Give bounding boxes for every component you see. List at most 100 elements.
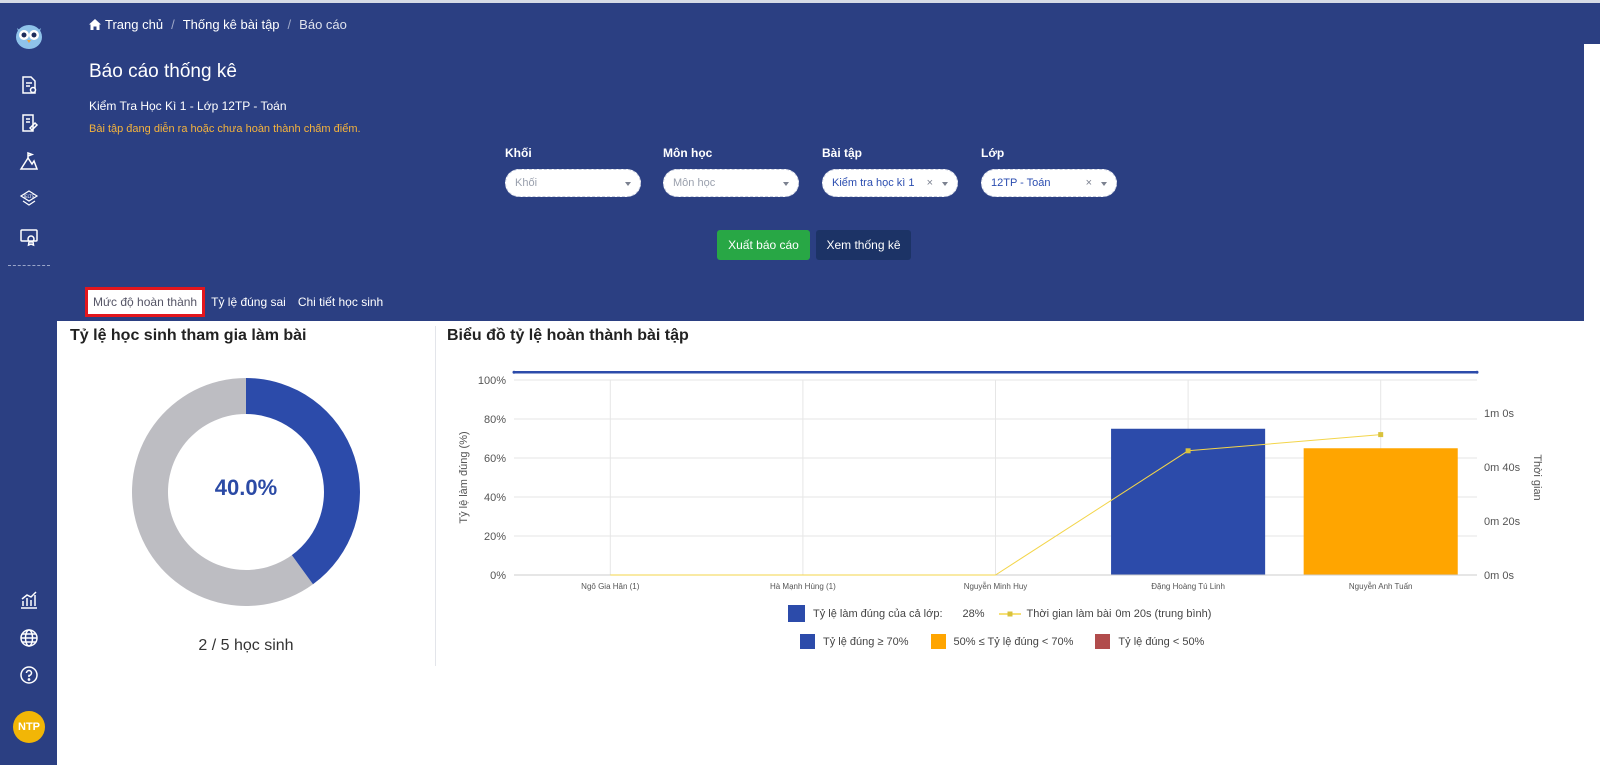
chevron-down-icon	[625, 182, 631, 186]
completion-chart: 0% 20% 40% 60% 80% 100% 0m 0s 0m 20s 0m 40s 1m 0s…	[458, 370, 1543, 591]
class-select-value: 12TP - Toán	[991, 177, 1051, 189]
legend-class-rate-label: Tỷ lệ làm đúng của cả lớp:	[813, 607, 943, 620]
y2-tick-label: 1m 0s	[1484, 408, 1514, 420]
time-point-4	[1185, 448, 1191, 454]
chevron-down-icon	[783, 182, 789, 186]
legend-time-line-icon	[998, 610, 1021, 618]
y-axis-title: Tỷ lệ làm đúng (%)	[458, 431, 470, 523]
legend-mid-label: 50% ≤ Tỷ lệ đúng < 70%	[953, 635, 1074, 648]
donut-slice-completed	[246, 378, 360, 585]
assignment-select[interactable]: Kiểm tra học kì 1 ×	[822, 169, 958, 197]
reference-line-point	[512, 370, 516, 374]
warning-text: Bài tập đang diễn ra hoặc chưa hoàn thàn…	[89, 123, 361, 135]
filter-subject: Môn học Môn học	[663, 146, 799, 197]
chevron-down-icon	[942, 182, 948, 186]
donut-slice-remaining	[132, 378, 314, 606]
breadcrumb-separator: /	[171, 17, 175, 32]
y-tick-label: 0%	[490, 570, 506, 582]
filter-class: Lớp 12TP - Toán ×	[981, 146, 1117, 197]
ielts-icon[interactable]: IELTS	[17, 187, 41, 211]
x-tick-label: Nguyễn Minh Huy	[964, 582, 1028, 591]
svg-text:IELTS: IELTS	[24, 194, 35, 199]
tab-completion[interactable]: Mức độ hoàn thành	[85, 287, 206, 317]
legend-low-label: Tỷ lệ đúng < 50%	[1118, 635, 1205, 648]
breadcrumb-home[interactable]: Trang chủ	[105, 17, 164, 32]
participation-percent: 40.0%	[214, 475, 278, 500]
y-tick-label: 80%	[484, 414, 506, 426]
export-report-button[interactable]: Xuất báo cáo	[717, 230, 810, 260]
y-tick-label: 20%	[484, 531, 506, 543]
y2-tick-label: 0m 20s	[1484, 516, 1521, 528]
class-select[interactable]: 12TP - Toán ×	[981, 169, 1117, 197]
participation-donut-chart	[132, 378, 360, 606]
page-header: Trang chủ / Thống kê bài tập / Báo cáo B…	[57, 3, 1600, 321]
globe-icon[interactable]	[17, 626, 41, 650]
subject-select[interactable]: Môn học	[663, 169, 799, 197]
x-tick-label: Nguyễn Anh Tuấn	[1349, 582, 1413, 591]
sidebar-separator	[8, 265, 50, 266]
legend-row-thresholds: Tỷ lệ đúng ≥ 70% 50% ≤ Tỷ lệ đúng < 70% …	[800, 634, 1226, 649]
breadcrumb-separator: /	[287, 17, 292, 32]
top-border	[0, 0, 1600, 3]
filter-grade-label: Khối	[505, 146, 532, 160]
y2-tick-label: 0m 40s	[1484, 462, 1521, 474]
legend-mid-swatch	[930, 634, 946, 649]
certificate-icon[interactable]	[17, 225, 41, 249]
participation-title: Tỷ lệ học sinh tham gia làm bài	[70, 327, 307, 344]
filter-assignment-label: Bài tập	[822, 146, 863, 160]
mountain-flag-icon[interactable]	[17, 149, 41, 173]
legend-item-low[interactable]: Tỷ lệ đúng < 50%	[1095, 634, 1204, 649]
filter-class-label: Lớp	[981, 146, 1005, 160]
tab-student-detail[interactable]: Chi tiết học sinh	[297, 295, 384, 309]
clear-icon[interactable]: ×	[926, 177, 933, 189]
page-title: Báo cáo thống kê	[89, 61, 237, 82]
report-tabs: Mức độ hoàn thành Tỷ lệ đúng sai Chi tiế…	[85, 287, 389, 317]
y-tick-label: 60%	[484, 453, 506, 465]
breadcrumb-current: Báo cáo	[299, 17, 347, 32]
x-tick-label: Hà Mạnh Hùng (1)	[770, 582, 836, 591]
legend-low-swatch	[1095, 634, 1111, 649]
assignment-check-icon[interactable]	[17, 73, 41, 97]
legend-high-swatch	[800, 634, 815, 649]
time-point-5	[1378, 432, 1384, 438]
legend-item-mid[interactable]: 50% ≤ Tỷ lệ đúng < 70%	[930, 634, 1074, 649]
panel-divider	[435, 326, 436, 666]
sidebar: IELTS NTP	[0, 3, 57, 765]
subject-select-placeholder: Môn học	[673, 177, 716, 189]
time-series-line	[610, 434, 1381, 576]
edit-document-icon[interactable]	[17, 111, 41, 135]
y-tick-label: 100%	[478, 375, 506, 387]
y-tick-label: 40%	[484, 492, 506, 504]
breadcrumb-stats[interactable]: Thống kê bài tập	[182, 17, 280, 32]
y2-axis-title: Thời gian	[1531, 454, 1543, 500]
chevron-down-icon	[1101, 182, 1107, 186]
clear-icon[interactable]: ×	[1085, 177, 1092, 189]
home-icon[interactable]	[89, 19, 101, 30]
completion-chart-title: Biểu đồ tỷ lệ hoàn thành bài tập	[447, 327, 689, 344]
grade-select[interactable]: Khối	[505, 169, 641, 197]
x-tick-label: Ngô Gia Hân (1)	[581, 582, 640, 591]
reference-line-point	[1475, 370, 1479, 374]
help-icon[interactable]	[17, 663, 41, 687]
assignment-select-value: Kiểm tra học kì 1	[832, 177, 915, 189]
bar-5	[1303, 448, 1458, 575]
legend-class-rate-swatch	[788, 605, 805, 622]
user-avatar[interactable]: NTP	[13, 711, 45, 743]
legend-class-rate-value: 28%	[962, 607, 985, 620]
exam-subtitle: Kiểm Tra Học Kì 1 - Lớp 12TP - Toán	[89, 99, 287, 113]
breadcrumb: Trang chủ / Thống kê bài tập / Báo cáo	[89, 17, 347, 32]
x-tick-label: Đặng Hoàng Tú Linh	[1151, 582, 1225, 591]
grade-select-placeholder: Khối	[515, 177, 538, 189]
legend-item-high[interactable]: Tỷ lệ đúng ≥ 70%	[800, 634, 909, 649]
filter-subject-label: Môn học	[663, 146, 713, 160]
filter-grade: Khối Khối	[505, 146, 641, 197]
owl-logo-icon[interactable]	[14, 22, 44, 50]
stats-chart-icon[interactable]	[17, 588, 41, 612]
legend-row-summary: Tỷ lệ làm đúng của cả lớp: 28% Thời gian…	[788, 605, 1211, 622]
y2-tick-label: 0m 0s	[1484, 570, 1514, 582]
view-stats-button[interactable]: Xem thống kê	[816, 230, 911, 260]
scrollbar-track[interactable]	[1584, 44, 1600, 765]
tab-correct-rate[interactable]: Tỷ lệ đúng sai	[211, 295, 286, 309]
legend-time-value: 0m 20s (trung bình)	[1115, 607, 1212, 620]
